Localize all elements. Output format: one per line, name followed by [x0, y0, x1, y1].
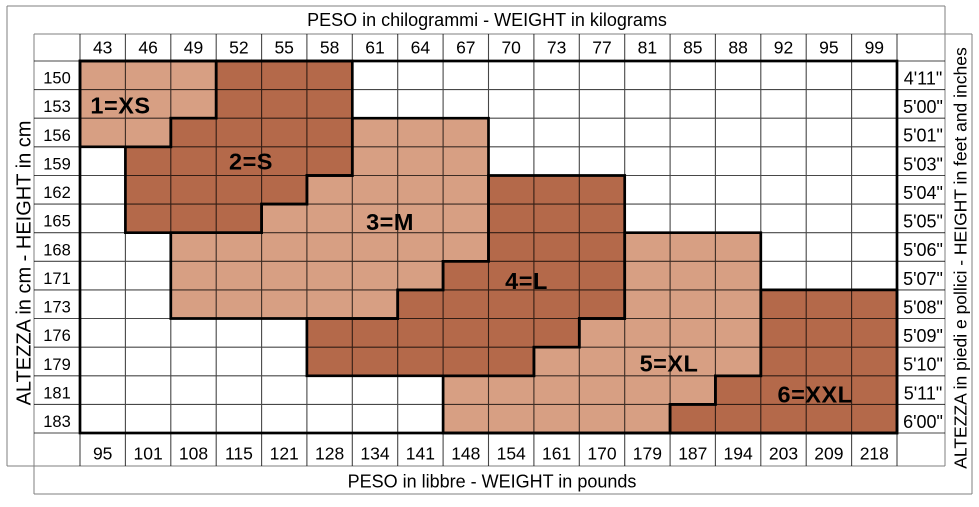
svg-text:162: 162 — [43, 184, 71, 202]
svg-text:61: 61 — [365, 38, 384, 58]
svg-text:5'00": 5'00" — [903, 97, 943, 117]
svg-text:49: 49 — [184, 38, 203, 58]
svg-text:121: 121 — [270, 444, 299, 464]
svg-text:95: 95 — [819, 38, 838, 58]
svg-text:194: 194 — [723, 444, 752, 464]
svg-text:183: 183 — [43, 413, 71, 431]
svg-text:4=L: 4=L — [505, 268, 548, 294]
svg-text:6=XXL: 6=XXL — [778, 382, 853, 408]
svg-text:134: 134 — [360, 444, 389, 464]
svg-text:108: 108 — [179, 444, 208, 464]
svg-text:165: 165 — [43, 213, 71, 231]
svg-text:4'11": 4'11" — [904, 69, 943, 89]
svg-text:64: 64 — [411, 38, 431, 58]
svg-text:115: 115 — [225, 444, 253, 464]
svg-text:5'08": 5'08" — [903, 297, 943, 317]
svg-text:67: 67 — [456, 38, 475, 58]
svg-text:209: 209 — [814, 444, 843, 464]
svg-text:187: 187 — [678, 444, 707, 464]
svg-text:170: 170 — [587, 444, 616, 464]
svg-text:176: 176 — [43, 327, 71, 345]
svg-text:99: 99 — [865, 38, 884, 58]
svg-text:46: 46 — [138, 38, 157, 58]
svg-text:5'05": 5'05" — [903, 212, 943, 232]
svg-text:173: 173 — [43, 299, 71, 317]
svg-text:81: 81 — [638, 38, 657, 58]
svg-text:159: 159 — [43, 156, 71, 174]
svg-text:128: 128 — [315, 444, 344, 464]
svg-text:154: 154 — [497, 444, 526, 464]
svg-text:171: 171 — [43, 270, 71, 288]
svg-text:5'01": 5'01" — [903, 126, 943, 146]
svg-text:5=XL: 5=XL — [640, 350, 699, 376]
svg-text:43: 43 — [93, 38, 112, 58]
svg-text:179: 179 — [43, 356, 71, 374]
svg-text:73: 73 — [547, 38, 566, 58]
svg-text:85: 85 — [683, 38, 702, 58]
svg-text:3=M: 3=M — [366, 209, 414, 235]
svg-text:5'10": 5'10" — [903, 355, 943, 375]
svg-text:77: 77 — [592, 38, 611, 58]
svg-text:101: 101 — [133, 444, 162, 464]
svg-text:168: 168 — [43, 241, 71, 259]
svg-text:ALTEZZA in piedi e pollici - H: ALTEZZA in piedi e pollici - HEIGHT in f… — [951, 47, 971, 469]
svg-text:2=S: 2=S — [229, 148, 273, 174]
svg-text:PESO in chilogrammi - WEIGHT: PESO in chilogrammi - WEIGHT in kilogram… — [307, 10, 667, 30]
svg-text:218: 218 — [860, 444, 889, 464]
svg-text:181: 181 — [43, 384, 71, 402]
svg-text:5'06": 5'06" — [903, 240, 943, 260]
svg-text:58: 58 — [320, 38, 339, 58]
svg-text:6'00": 6'00" — [903, 412, 943, 432]
svg-text:52: 52 — [229, 38, 248, 58]
svg-text:5'07": 5'07" — [903, 269, 943, 289]
svg-text:5'09": 5'09" — [903, 326, 943, 346]
svg-text:PESO in libbre - WEIGHT in po: PESO in libbre - WEIGHT in pounds — [348, 472, 637, 492]
svg-text:141: 141 — [406, 444, 435, 464]
svg-text:1=XS: 1=XS — [90, 92, 150, 118]
svg-text:88: 88 — [728, 38, 747, 58]
svg-text:203: 203 — [769, 444, 798, 464]
svg-text:55: 55 — [274, 38, 293, 58]
svg-text:5'04": 5'04" — [903, 183, 943, 203]
svg-text:150: 150 — [43, 70, 71, 88]
svg-text:161: 161 — [542, 444, 571, 464]
svg-text:ALTEZZA in cm - HEIGHT in cm: ALTEZZA in cm - HEIGHT in cm — [14, 121, 36, 406]
svg-text:179: 179 — [633, 444, 662, 464]
svg-text:5'11": 5'11" — [904, 383, 943, 403]
svg-text:92: 92 — [774, 38, 793, 58]
svg-text:95: 95 — [93, 444, 112, 464]
svg-text:70: 70 — [501, 38, 521, 58]
svg-text:5'03": 5'03" — [903, 154, 943, 174]
svg-text:153: 153 — [43, 98, 71, 116]
svg-text:148: 148 — [451, 444, 480, 464]
svg-text:156: 156 — [43, 127, 71, 145]
